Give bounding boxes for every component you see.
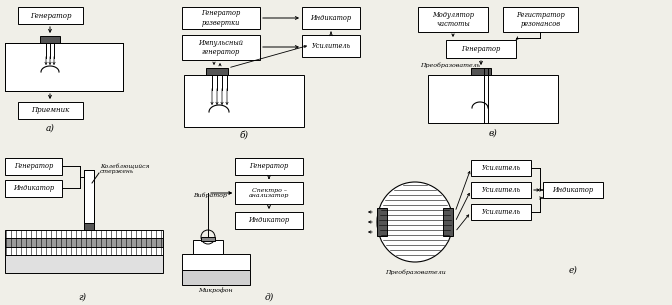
Bar <box>182 7 260 29</box>
Bar <box>302 7 360 29</box>
Bar <box>5 43 123 91</box>
Text: Модулятор
частоты: Модулятор частоты <box>432 11 474 28</box>
Text: в): в) <box>489 128 497 138</box>
Text: Преобразователь: Преобразователь <box>420 62 480 68</box>
Text: Усилитель: Усилитель <box>311 42 351 50</box>
Text: Колеблющийся
стержень: Колеблющийся стержень <box>100 163 149 174</box>
Bar <box>471 204 531 220</box>
Text: Спектро –
анализатор: Спектро – анализатор <box>249 188 289 198</box>
Text: д): д) <box>264 292 274 302</box>
Text: Усилитель: Усилитель <box>481 164 521 172</box>
Text: Генератор: Генератор <box>462 45 501 53</box>
Bar <box>5 43 123 91</box>
Bar <box>182 270 250 285</box>
Bar <box>471 160 531 176</box>
Text: Усилитель: Усилитель <box>481 208 521 216</box>
Bar <box>543 182 603 198</box>
Text: Вибратор: Вибратор <box>193 192 227 198</box>
Bar <box>184 75 304 127</box>
Bar <box>235 158 303 175</box>
Bar <box>428 75 558 123</box>
Text: Импульсный
генератор: Импульсный генератор <box>198 39 243 56</box>
Bar <box>182 254 250 270</box>
Text: Микрофон: Микрофон <box>198 287 233 293</box>
Bar <box>5 180 62 197</box>
Bar <box>5 158 62 175</box>
Ellipse shape <box>377 182 453 262</box>
Bar <box>18 102 83 119</box>
Text: е): е) <box>569 265 577 275</box>
Bar <box>446 40 516 58</box>
Bar <box>193 240 223 254</box>
Text: Усилитель: Усилитель <box>481 186 521 194</box>
Bar <box>5 238 163 247</box>
Text: а): а) <box>46 124 54 132</box>
Text: Генератор
развертки: Генератор развертки <box>202 9 241 27</box>
Bar <box>84 170 94 228</box>
Text: Генератор: Генератор <box>30 12 71 20</box>
Bar <box>418 7 488 32</box>
Bar <box>443 208 453 236</box>
Text: б): б) <box>239 131 249 139</box>
Text: Преобразователи: Преобразователи <box>384 269 446 275</box>
Bar <box>5 230 163 255</box>
Text: Индикатор: Индикатор <box>13 185 54 192</box>
Text: Регистратор
резонансов: Регистратор резонансов <box>516 11 565 28</box>
Bar <box>235 212 303 229</box>
Bar <box>201 237 215 241</box>
Bar <box>5 255 163 273</box>
Bar <box>377 208 387 236</box>
Bar <box>18 7 83 24</box>
Bar <box>206 68 228 75</box>
Bar <box>84 170 94 228</box>
Text: Индикатор: Индикатор <box>310 14 351 22</box>
Bar <box>471 182 531 198</box>
Text: Генератор: Генератор <box>249 163 289 170</box>
Text: г): г) <box>78 292 86 302</box>
Bar <box>235 182 303 204</box>
Text: Приемник: Приемник <box>32 106 70 114</box>
Bar <box>182 35 260 60</box>
Bar <box>40 36 60 43</box>
Bar <box>503 7 578 32</box>
Bar <box>302 35 360 57</box>
Bar <box>84 223 94 230</box>
Bar <box>471 68 491 75</box>
Text: Индикатор: Индикатор <box>249 217 290 224</box>
Text: Индикатор: Индикатор <box>552 186 593 194</box>
Text: Генератор: Генератор <box>14 163 53 170</box>
